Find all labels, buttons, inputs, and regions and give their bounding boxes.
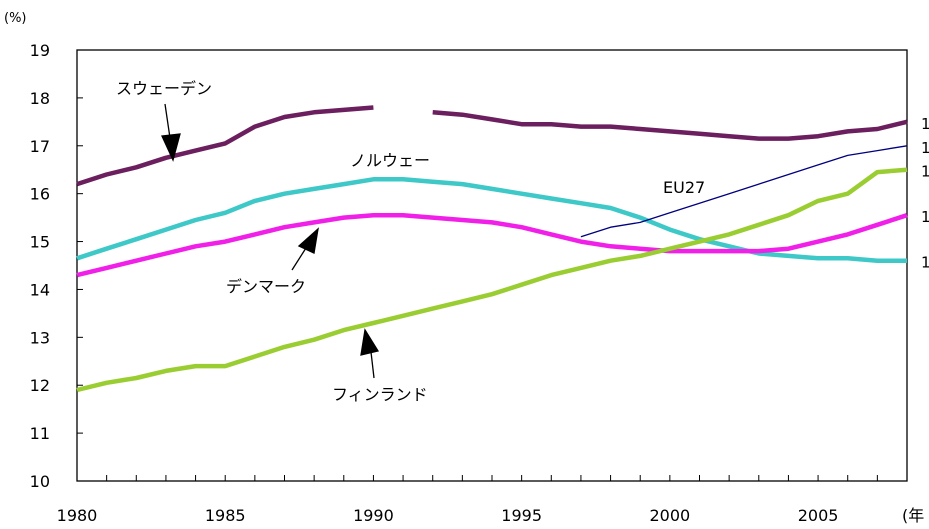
series-end-labels: 1 1 1 1 1 <box>921 115 929 272</box>
series-line-2 <box>76 212 908 278</box>
series-line-4 <box>580 145 908 238</box>
series-lines <box>76 105 908 393</box>
series-line-0 <box>76 105 908 187</box>
x-tick-label: 1990 <box>353 506 394 525</box>
x-tick-label: 2000 <box>649 506 690 525</box>
y-tick-label: 10 <box>30 472 50 491</box>
annotation-denmark: デンマーク <box>226 277 306 296</box>
y-unit-label: (%) <box>4 11 27 26</box>
series-line-1 <box>76 177 907 263</box>
plot-area-frame <box>76 49 908 482</box>
y-tick-label: 12 <box>30 376 50 395</box>
series-end-label: 1 <box>921 254 929 272</box>
arrow-sweden <box>161 103 181 162</box>
y-tick-label: 15 <box>30 233 50 252</box>
annotation-finland: フィンランド <box>332 385 428 404</box>
x-tick-label: 1985 <box>205 506 246 525</box>
series-end-label: 1 <box>921 139 929 157</box>
annotation-sweden: スウェーデン <box>116 79 212 98</box>
series-end-label: 1 <box>921 208 929 226</box>
x-tick-label: 2005 <box>798 506 839 525</box>
arrow-finland <box>360 328 380 379</box>
arrow-denmark <box>291 227 319 271</box>
y-tick-label: 18 <box>30 89 50 108</box>
series-end-label: 1 <box>921 163 929 181</box>
annotation-norway: ノルウェー <box>350 151 430 170</box>
x-tick-label: 1980 <box>57 506 98 525</box>
x-tick-label: 1995 <box>501 506 542 525</box>
annotation-arrows <box>161 103 380 379</box>
y-tick-label: 19 <box>30 41 50 60</box>
y-tick-label: 11 <box>30 424 50 443</box>
y-tick-label: 14 <box>30 280 50 299</box>
series-line-3 <box>76 167 908 393</box>
x-axis: 1980 1985 1990 1995 2000 2005 <box>57 475 908 525</box>
y-tick-label: 17 <box>30 137 50 156</box>
y-tick-label: 13 <box>30 328 50 347</box>
y-tick-label: 16 <box>30 185 50 204</box>
y-axis: 10 11 12 13 14 15 16 17 18 19 <box>30 41 83 491</box>
x-unit-label: (年 <box>902 506 924 525</box>
series-end-label: 1 <box>921 115 929 133</box>
annotation-eu27: EU27 <box>663 178 705 197</box>
